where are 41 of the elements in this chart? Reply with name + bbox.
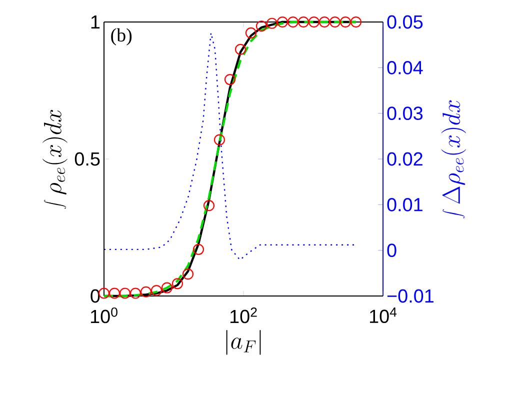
point bbox=[340, 16, 351, 28]
y2-tick-label: 0.02 bbox=[387, 152, 422, 166]
point bbox=[276, 16, 288, 28]
y-tick-label: 0.5 bbox=[74, 152, 100, 166]
point bbox=[172, 278, 184, 290]
y-tick-label: 0 bbox=[90, 289, 100, 303]
point bbox=[350, 16, 362, 28]
y2-tick-label: 0.03 bbox=[387, 106, 423, 120]
annotation: (b) bbox=[111, 28, 132, 46]
point bbox=[161, 282, 173, 294]
point bbox=[266, 18, 278, 29]
point bbox=[182, 268, 194, 280]
x-tick-label: 10$^{0}$ bbox=[90, 307, 118, 324]
point bbox=[203, 200, 215, 212]
point bbox=[329, 16, 341, 28]
point bbox=[287, 16, 299, 28]
point bbox=[192, 244, 204, 255]
point bbox=[234, 44, 246, 55]
point bbox=[308, 16, 320, 28]
y2-tick-label: −0.01 bbox=[387, 289, 434, 303]
point bbox=[140, 286, 152, 298]
point bbox=[214, 134, 226, 146]
x-tick-label: 10$^{2}$ bbox=[230, 307, 257, 324]
point bbox=[318, 16, 330, 28]
y-tick-label: 1 bbox=[91, 15, 100, 29]
point bbox=[119, 288, 131, 299]
point bbox=[298, 16, 310, 28]
point bbox=[150, 284, 162, 296]
point bbox=[256, 20, 268, 32]
y2-tick-label: 0.01 bbox=[387, 198, 422, 212]
point bbox=[224, 74, 236, 86]
y-axis-title: $\int \rho_{ee}(x)dx$ bbox=[42, 110, 68, 209]
point bbox=[245, 27, 257, 38]
x-tick-label: 10$^{4}$ bbox=[370, 307, 397, 324]
y2-axis-title: $\int \Delta\rho_{ee}(x)dx$ bbox=[441, 100, 466, 218]
point bbox=[108, 288, 120, 299]
y2-tick-label: 0.04 bbox=[387, 60, 423, 74]
y2-tick-label: 0.05 bbox=[387, 15, 423, 29]
x-axis-title: $|a_{F}|$ bbox=[226, 330, 261, 355]
y2-tick-label: 0 bbox=[387, 244, 396, 258]
point bbox=[130, 288, 142, 299]
